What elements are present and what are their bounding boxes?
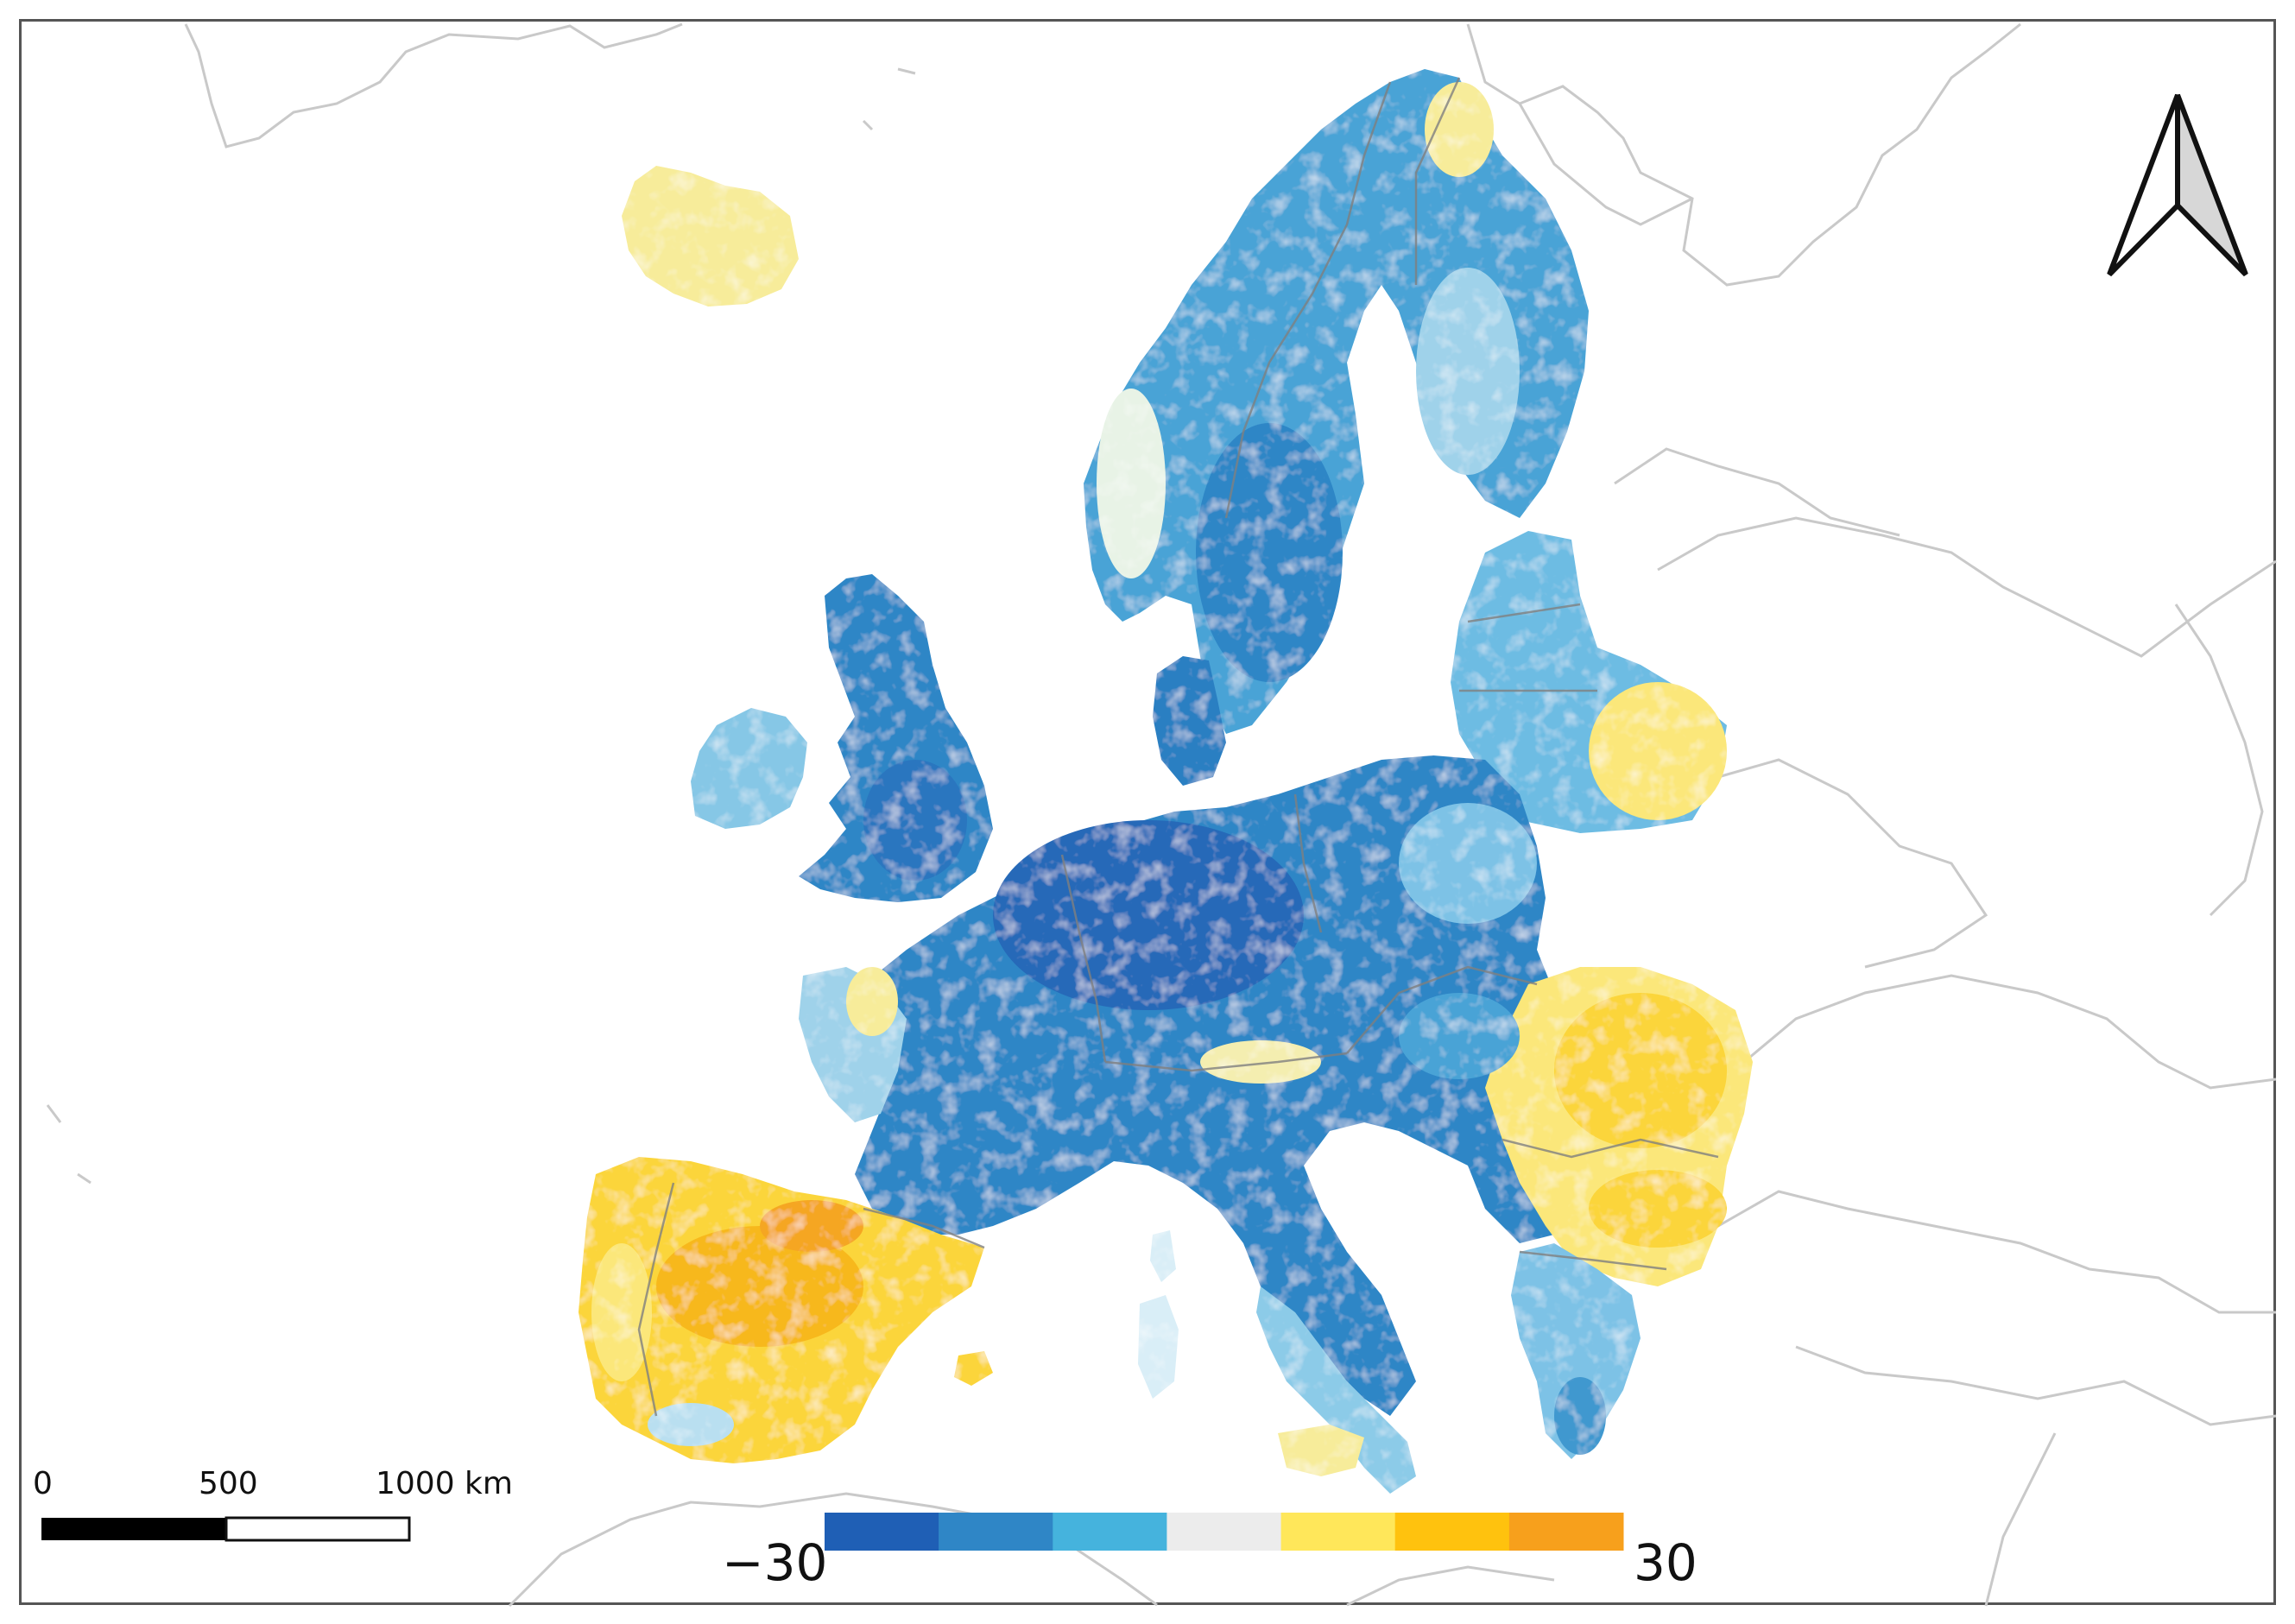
patch-portugal-light bbox=[591, 1243, 652, 1381]
border-norway-sweden bbox=[1224, 81, 1392, 519]
border-france-germany bbox=[1060, 854, 1107, 1063]
iceland-west-islands bbox=[46, 67, 916, 1185]
legend-class-3 bbox=[1166, 1513, 1281, 1551]
turkey-south bbox=[1795, 1345, 2277, 1426]
denmark bbox=[1153, 656, 1226, 786]
patch-belarus-yellow bbox=[1589, 682, 1727, 820]
patch-germany-dark bbox=[993, 820, 1304, 1010]
background-land-outlines bbox=[46, 22, 2277, 1608]
scale-label-0: 0 bbox=[33, 1466, 53, 1501]
turkey-coast bbox=[1717, 1190, 2276, 1314]
patch-lapland-yellow bbox=[1425, 82, 1494, 177]
russia-coast-north bbox=[1466, 22, 2021, 287]
patch-england-dark bbox=[863, 760, 967, 881]
legend-class-6 bbox=[1508, 1513, 1624, 1551]
patch-romania-yellow bbox=[1554, 993, 1727, 1148]
legend-class-1 bbox=[939, 1513, 1053, 1551]
legend-class-2 bbox=[1053, 1513, 1167, 1551]
africa-coast bbox=[508, 1492, 1158, 1608]
patch-iberia-south-blue bbox=[648, 1403, 734, 1446]
baltic-russia bbox=[1614, 447, 1900, 537]
patch-alps-white bbox=[1200, 1040, 1321, 1084]
patch-hungary-blue bbox=[1399, 993, 1520, 1079]
greenland-coast bbox=[184, 22, 683, 148]
sardinia bbox=[1138, 1295, 1179, 1399]
scale-label-500: 500 bbox=[199, 1466, 258, 1501]
corsica bbox=[1150, 1230, 1176, 1282]
border-sweden-finland bbox=[1414, 77, 1461, 285]
border-balkans bbox=[1502, 1138, 1719, 1159]
ireland bbox=[691, 708, 807, 829]
iceland bbox=[622, 166, 799, 306]
border-greece-north bbox=[1519, 1250, 1667, 1271]
patch-norway-coast bbox=[1097, 389, 1166, 578]
italy bbox=[1256, 1286, 1416, 1494]
scale-label-1000km: 1000 km bbox=[376, 1466, 513, 1501]
patch-finland-light bbox=[1416, 268, 1520, 475]
legend-min-label: −30 bbox=[722, 1533, 828, 1592]
value-patches bbox=[591, 82, 1727, 1455]
scale-bar-segment-black bbox=[41, 1518, 226, 1540]
patch-france-west-yellow bbox=[846, 967, 898, 1036]
libya-coast bbox=[1346, 1565, 1555, 1607]
legend-color-ramp bbox=[825, 1513, 1624, 1551]
ukraine-border bbox=[1717, 758, 1988, 969]
scale-bar-segment-white bbox=[224, 1516, 411, 1542]
patch-poland-light bbox=[1399, 803, 1537, 924]
patch-iberia-orange bbox=[656, 1226, 863, 1347]
border-germany-poland bbox=[1293, 793, 1323, 933]
border-alps bbox=[1104, 1052, 1348, 1072]
border-austria-hungary bbox=[1346, 965, 1538, 1054]
scale-bar bbox=[41, 1516, 411, 1542]
black-sea-coast bbox=[1743, 974, 2277, 1090]
country-borders bbox=[637, 77, 1719, 1417]
balearic-islands bbox=[954, 1351, 993, 1386]
patch-iberia-center bbox=[760, 1200, 863, 1252]
patch-bulgaria-yellow bbox=[1589, 1170, 1727, 1248]
legend-max-label: 30 bbox=[1634, 1533, 1698, 1592]
levant-coast bbox=[1984, 1432, 2057, 1607]
russia-interior bbox=[1657, 516, 2277, 658]
patch-sweden-core bbox=[1196, 423, 1343, 682]
caspian-outline bbox=[2174, 603, 2264, 917]
greece bbox=[1511, 1243, 1641, 1459]
border-spain-portugal bbox=[637, 1182, 675, 1417]
north-arrow-icon bbox=[2107, 93, 2248, 277]
border-spain-france bbox=[863, 1207, 985, 1249]
legend-class-5 bbox=[1394, 1513, 1510, 1551]
sicily bbox=[1278, 1425, 1364, 1476]
patch-greece-blue bbox=[1554, 1377, 1606, 1455]
legend-class-0 bbox=[825, 1513, 939, 1551]
legend-class-4 bbox=[1280, 1513, 1396, 1551]
border-baltics bbox=[1459, 603, 1597, 692]
kola-peninsula bbox=[1518, 103, 1693, 226]
